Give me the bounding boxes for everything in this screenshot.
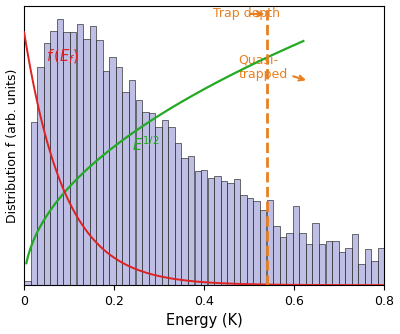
Y-axis label: Distribution f (arb. units): Distribution f (arb. units) [6,68,18,222]
Bar [293,205,299,285]
Text: Quasi-
trapped: Quasi- trapped [238,53,304,81]
Bar [64,32,70,285]
Bar [194,171,201,285]
Bar [372,262,378,285]
Bar [254,201,260,285]
Bar [129,79,136,285]
Bar [280,237,286,285]
Bar [260,210,266,285]
Bar [142,112,148,285]
Bar [306,244,312,285]
Bar [96,40,103,285]
Bar [365,248,371,285]
Text: Trap depth: Trap depth [213,7,280,20]
Bar [31,123,37,285]
Bar [57,19,63,285]
Bar [227,183,234,285]
Bar [50,31,57,285]
Bar [352,234,358,285]
Text: $f\,(E_f)$: $f\,(E_f)$ [46,48,79,66]
Bar [221,181,227,285]
Bar [90,26,96,285]
Bar [70,32,76,285]
Bar [247,198,253,285]
Bar [339,253,345,285]
Bar [37,67,44,285]
X-axis label: Energy (K): Energy (K) [166,313,243,328]
Bar [378,248,384,285]
Bar [326,241,332,285]
Bar [24,282,30,285]
Text: $E^{1/2}$: $E^{1/2}$ [132,135,160,154]
Bar [208,178,214,285]
Bar [122,92,129,285]
Bar [201,170,208,285]
Bar [286,233,293,285]
Bar [44,43,50,285]
Bar [299,232,306,285]
Bar [240,195,247,285]
Bar [319,244,326,285]
Bar [312,223,319,285]
Bar [234,179,240,285]
Bar [109,57,116,285]
Bar [214,176,220,285]
Bar [83,39,90,285]
Bar [182,158,188,285]
Bar [103,71,109,285]
Bar [332,241,338,285]
Bar [76,24,83,285]
Bar [168,127,175,285]
Bar [175,143,181,285]
Bar [155,127,162,285]
Bar [149,113,155,285]
Bar [358,264,365,285]
Bar [116,67,122,285]
Bar [266,200,273,285]
Bar [345,248,352,285]
Bar [188,156,194,285]
Bar [273,226,280,285]
Bar [162,120,168,285]
Bar [136,100,142,285]
